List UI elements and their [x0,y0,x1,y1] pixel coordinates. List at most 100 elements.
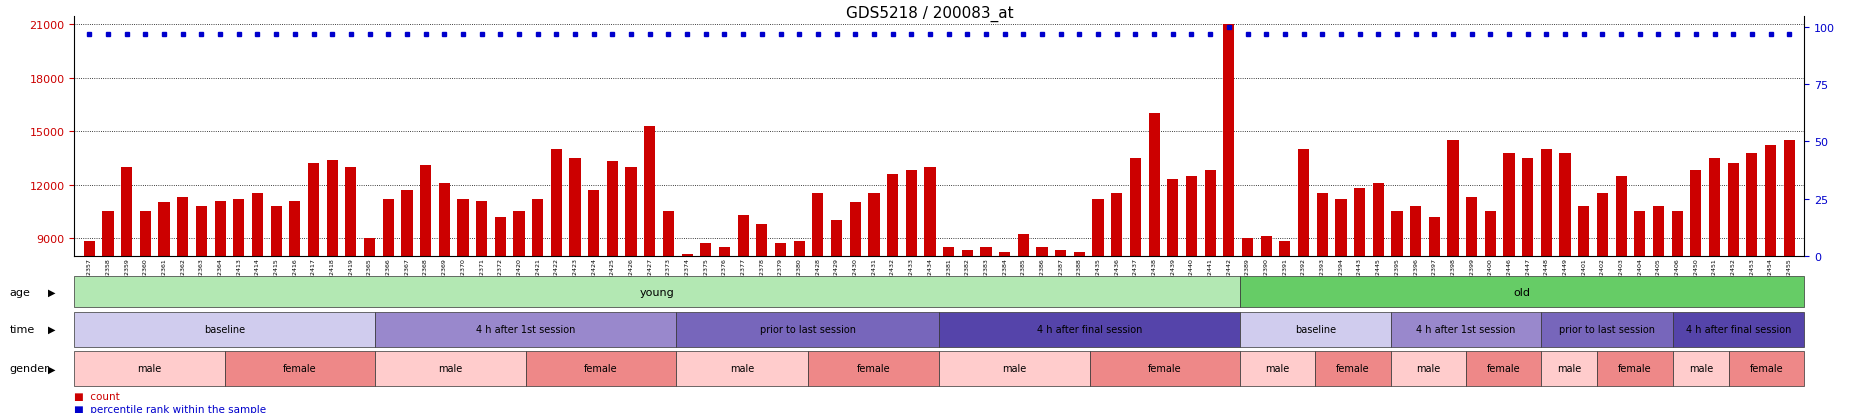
Bar [850,203,861,256]
Text: ▶: ▶ [48,324,56,335]
Bar [887,174,898,256]
Bar [1728,164,1739,256]
Text: female: female [1335,363,1369,374]
Bar [1616,176,1628,256]
Bar [288,201,301,256]
Text: prior to last session: prior to last session [759,324,856,335]
Bar [1447,141,1458,256]
Bar [924,167,936,256]
Text: age: age [9,287,30,297]
Bar [588,190,599,256]
Text: male: male [1557,363,1581,374]
Bar [738,215,750,256]
Text: 4 h after 1st session: 4 h after 1st session [476,324,575,335]
Bar [1540,150,1551,256]
Bar [1242,238,1254,256]
Text: 4 h after final session: 4 h after final session [1038,324,1142,335]
Bar [1598,194,1609,256]
Bar [1747,153,1758,256]
Bar [121,167,132,256]
Bar [1092,199,1103,256]
Text: male: male [439,363,463,374]
Bar [251,194,262,256]
Text: male: male [1689,363,1713,374]
Bar [439,183,450,256]
Text: ▶: ▶ [48,287,56,297]
Bar [270,206,281,256]
Bar [532,199,543,256]
Bar [1391,212,1402,256]
Text: 4 h after 1st session: 4 h after 1st session [1415,324,1516,335]
Text: time: time [9,324,35,335]
Bar [327,160,339,256]
Text: male: male [138,363,162,374]
Bar [513,212,525,256]
Bar [943,247,954,256]
Bar [458,199,469,256]
Bar [681,254,692,256]
Bar [402,190,413,256]
Text: young: young [640,287,675,297]
Bar [551,150,562,256]
Bar [1168,180,1179,256]
Text: male: male [729,363,753,374]
Bar [1298,150,1309,256]
Bar [1261,237,1272,256]
Bar [999,252,1010,256]
Bar [906,171,917,256]
Bar [1148,114,1161,256]
Bar [962,251,973,256]
Bar [84,242,95,256]
Bar [1784,141,1795,256]
Bar [1073,252,1084,256]
Bar [625,167,636,256]
Bar [1521,159,1533,256]
Text: 4 h after final session: 4 h after final session [1685,324,1791,335]
Bar [420,166,432,256]
Bar [1577,206,1590,256]
Bar [102,212,113,256]
Bar [1110,194,1122,256]
Text: male: male [1003,363,1027,374]
Text: ■  percentile rank within the sample: ■ percentile rank within the sample [74,404,266,413]
Text: prior to last session: prior to last session [1559,324,1655,335]
Bar [831,221,843,256]
Bar [1036,247,1047,256]
Bar [365,238,376,256]
Text: female: female [1148,363,1181,374]
Bar [1224,25,1235,256]
Bar [1709,159,1721,256]
Bar [140,212,151,256]
Text: female: female [283,363,316,374]
Bar [644,126,655,256]
Text: baseline: baseline [1295,324,1335,335]
Bar [869,194,880,256]
Bar [1410,206,1421,256]
Bar [1317,194,1328,256]
Bar [232,199,244,256]
Bar [1335,199,1347,256]
Bar [1672,212,1683,256]
Bar [1503,153,1514,256]
Bar [177,197,188,256]
Bar [1691,171,1702,256]
Bar [1017,235,1029,256]
Bar [699,244,711,256]
Text: GDS5218 / 200083_at: GDS5218 / 200083_at [846,6,1014,22]
Bar [718,247,731,256]
Bar [1484,212,1495,256]
Bar [1055,251,1066,256]
Bar [757,224,768,256]
Bar [794,242,805,256]
Text: female: female [1618,363,1652,374]
Bar [309,164,320,256]
Bar [606,162,618,256]
Bar [813,194,824,256]
Bar [214,201,225,256]
Bar [1373,183,1384,256]
Bar [1765,146,1776,256]
Text: old: old [1514,287,1531,297]
Text: female: female [857,363,891,374]
Text: ■  count: ■ count [74,392,121,401]
Bar [569,159,580,256]
